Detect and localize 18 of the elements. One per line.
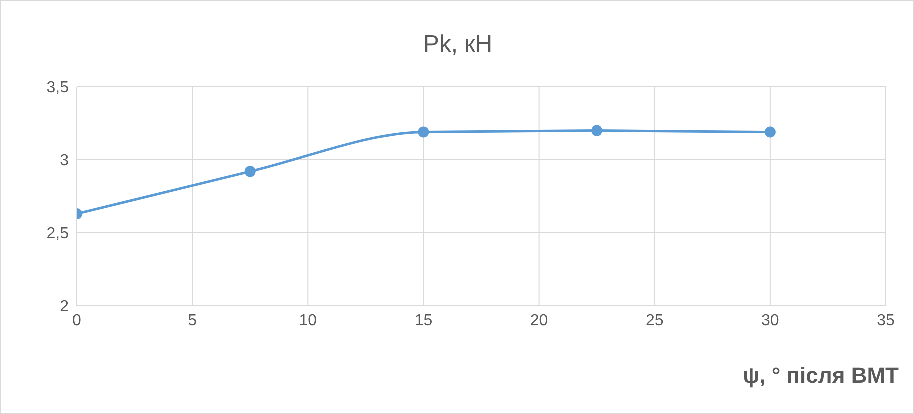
x-tick-label: 0 [72,312,82,330]
x-tick-label: 10 [299,312,318,330]
chart-title: Pk, кН [422,31,494,59]
x-tick-label: 5 [188,312,198,330]
x-tick-label: 20 [530,312,548,330]
y-tick-label: 3,5 [46,80,70,97]
x-axis-title: ψ, ° після ВМТ [743,363,899,389]
point [764,126,776,138]
x-tick-label: 25 [646,312,664,330]
x-tick-label: 15 [414,312,433,330]
y-tick-label: 2 [60,298,70,316]
y-tick-label: 2,5 [46,226,70,243]
point [418,126,430,138]
x-tick-label: 30 [762,312,780,330]
point [244,166,256,178]
x-tick-label: 35 [877,312,895,330]
y-tick-label: 3 [60,152,70,170]
point [592,125,603,136]
